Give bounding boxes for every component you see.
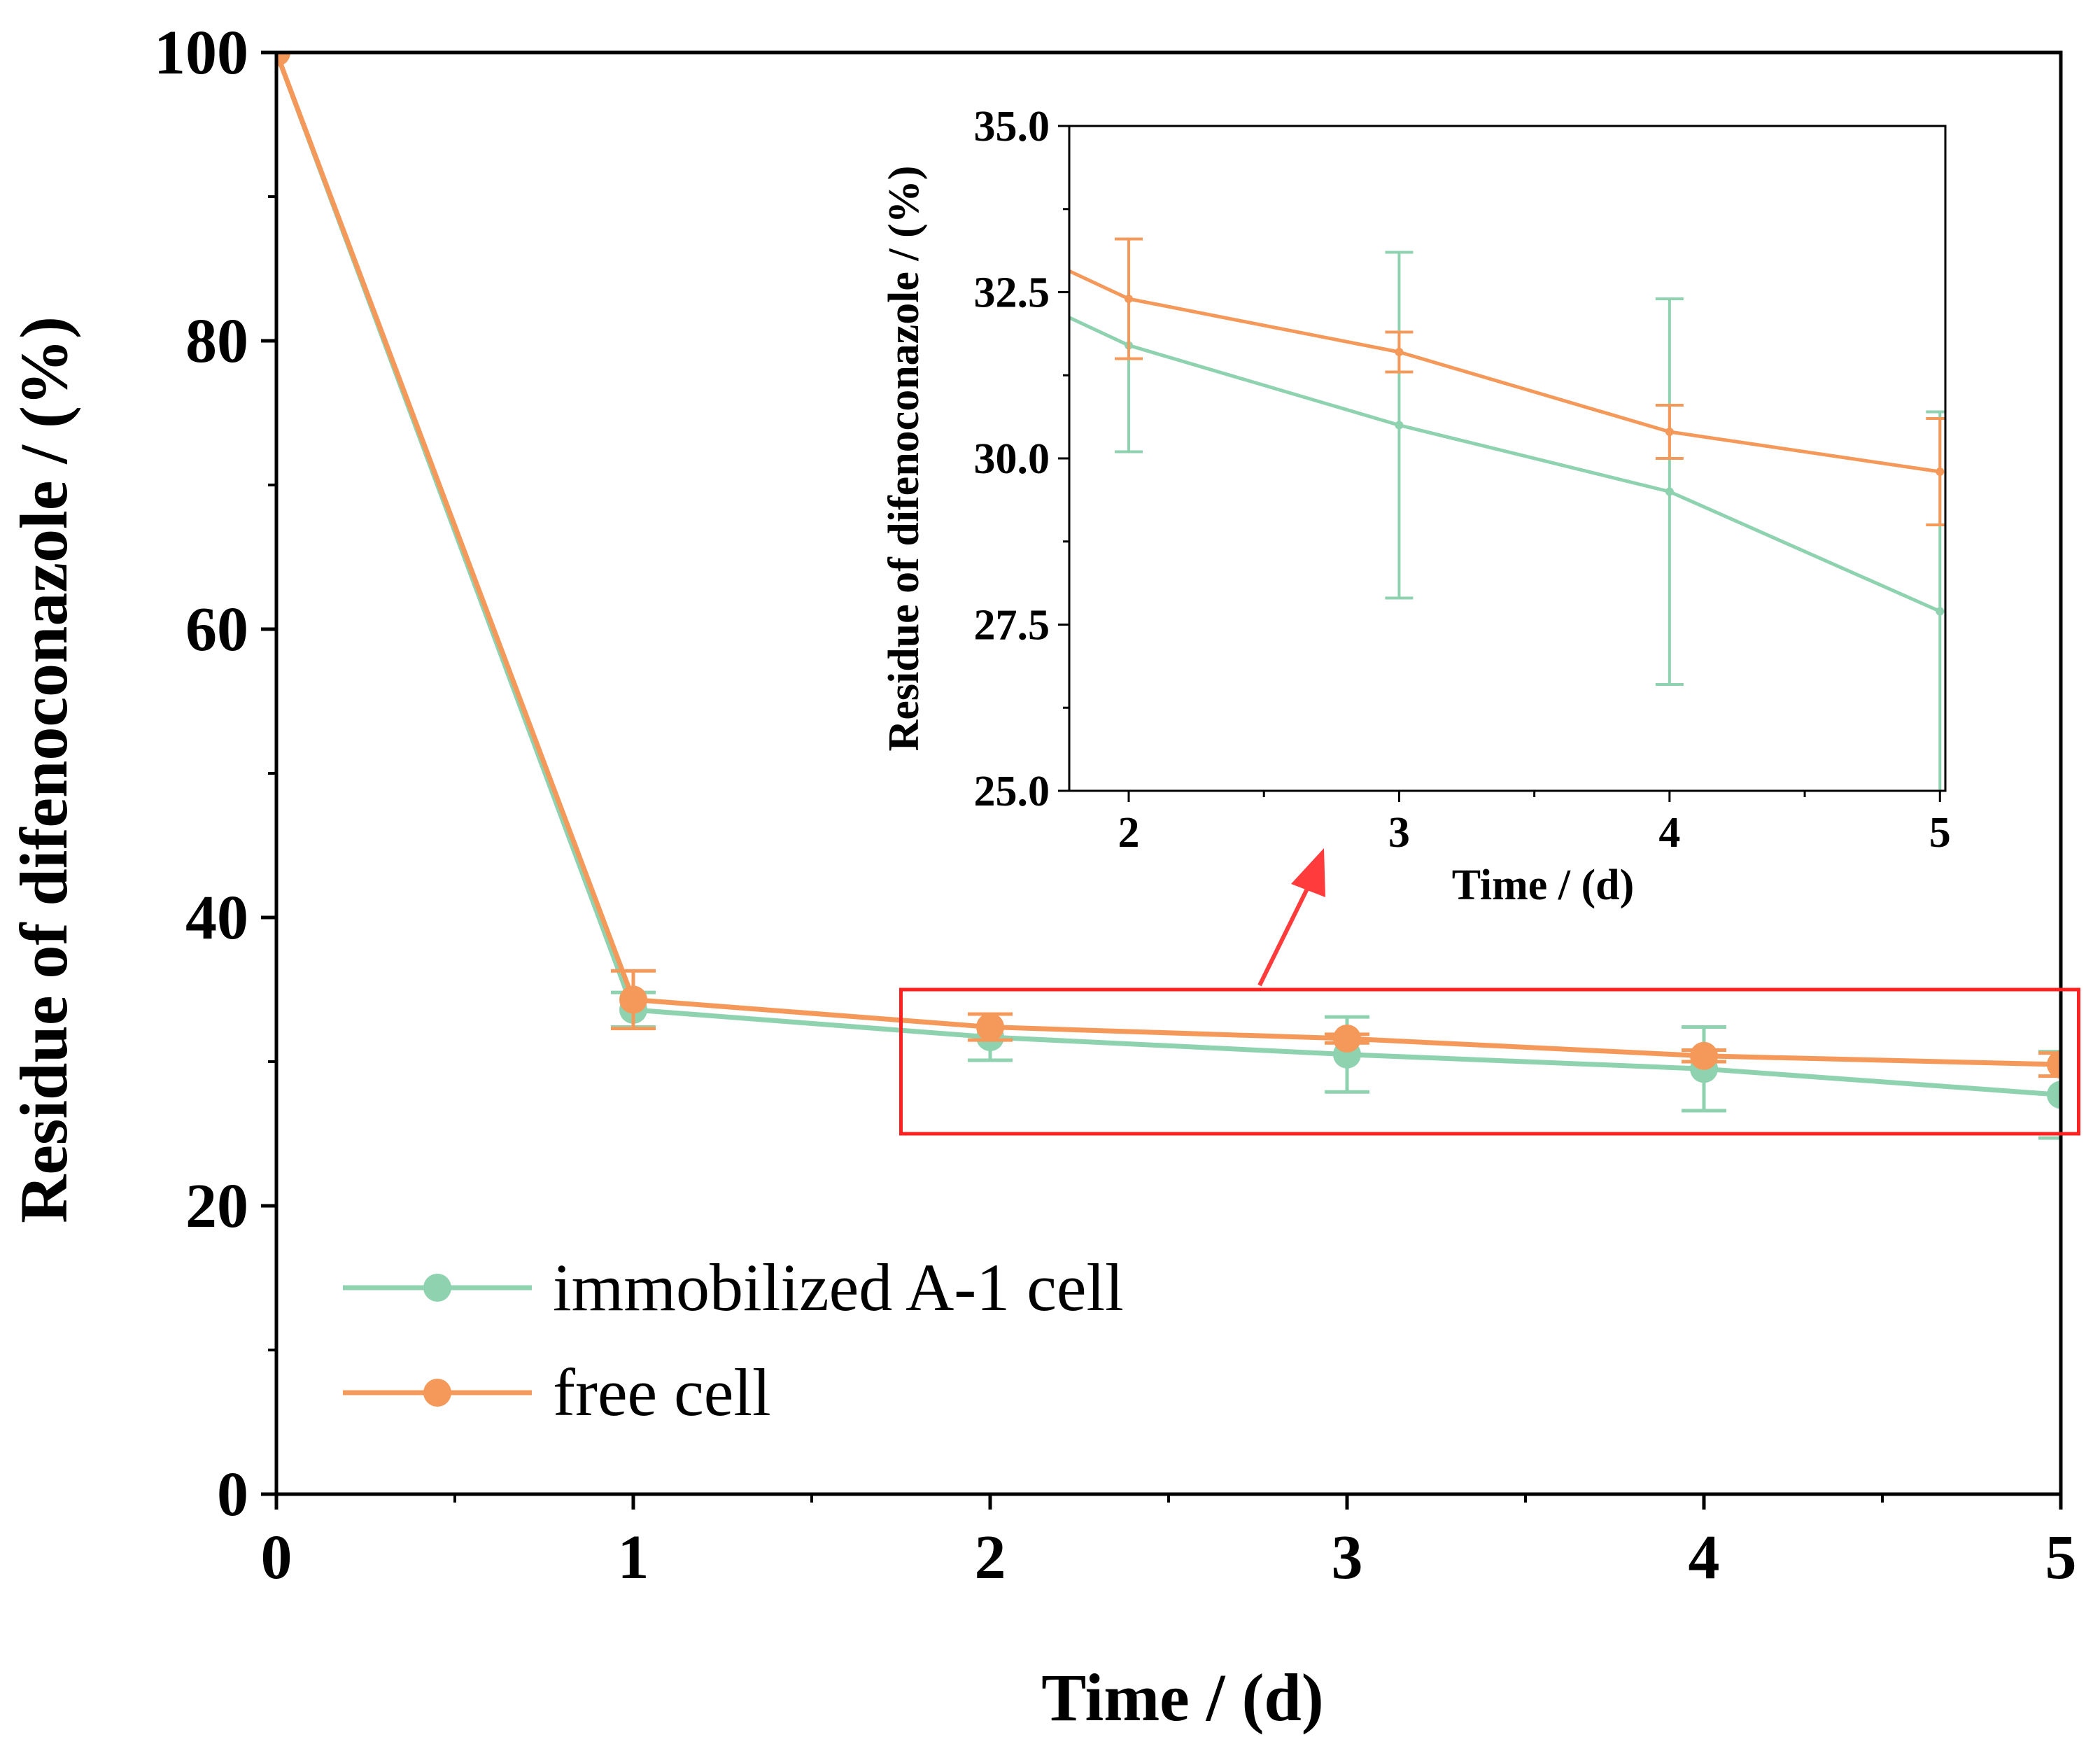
main-data-point — [2047, 1081, 2061, 1109]
main-data-point — [276, 52, 290, 66]
inset-y-tick-label: 30.0 — [974, 435, 1050, 483]
inset-y-tick-label: 32.5 — [974, 269, 1050, 317]
main-x-tick-label: 5 — [2045, 1523, 2077, 1592]
inset-data-point — [1395, 348, 1404, 356]
zoom-arrow-icon — [1257, 848, 1325, 987]
main-x-tick-label: 3 — [1332, 1523, 1363, 1592]
inset-x-tick-label: 3 — [1388, 809, 1410, 857]
main-y-tick-label: 60 — [185, 595, 248, 664]
inset-y-tick-label: 35.0 — [974, 103, 1050, 150]
inset-background — [1069, 126, 1945, 791]
main-y-tick-label: 80 — [185, 307, 248, 376]
main-y-tick-label: 100 — [154, 18, 248, 87]
legend-swatch-marker — [423, 1379, 451, 1407]
main-x-axis-title: Time / (d) — [1041, 1660, 1324, 1735]
inset-axis-ticks: 2 3 4 5 25.0 27.5 30.0 32.5 35.0 — [974, 103, 1951, 857]
zoom-region-box — [899, 987, 2080, 1136]
inset-data-point — [1936, 467, 1945, 476]
legend-label: free cell — [553, 1355, 771, 1430]
inset-data-point — [1936, 607, 1945, 616]
main-data-point — [1690, 1041, 1718, 1070]
inset-data-point — [1395, 421, 1404, 430]
inset-plot-series — [1069, 237, 1945, 791]
inset-x-tick-label: 2 — [1118, 809, 1140, 857]
zoom-arrow-head — [1291, 848, 1325, 897]
inset-y-axis-title: Residue of difenoconazole / (%) — [880, 166, 928, 752]
main-x-tick-label: 4 — [1689, 1523, 1720, 1592]
main-x-tick-label: 1 — [618, 1523, 649, 1592]
legend: immobilized A-1 cell free cell — [343, 1250, 1124, 1430]
zoom-arrow-shaft — [1257, 882, 1312, 987]
main-y-tick-label: 20 — [185, 1172, 248, 1241]
main-y-axis-title: Residue of difenoconazole / (%) — [6, 316, 81, 1223]
inset-x-tick-label: 5 — [1929, 809, 1951, 857]
main-data-point — [619, 985, 647, 1014]
main-chart: 0 1 2 3 4 5 0 20 40 60 80 100 Time / (d) Residue of… — [6, 18, 2080, 1735]
inset-data-point — [1125, 295, 1134, 303]
inset-chart: 2 3 4 5 25.0 27.5 30.0 32.5 35.0 Time / (d) Resi… — [880, 103, 1951, 909]
main-y-tick-label: 40 — [185, 883, 248, 952]
main-data-point — [2047, 1050, 2061, 1079]
inset-data-point — [1665, 487, 1674, 496]
legend-swatch-marker — [423, 1274, 451, 1302]
inset-x-tick-label: 4 — [1658, 809, 1680, 857]
inset-y-tick-label: 25.0 — [974, 768, 1050, 815]
main-x-tick-label: 0 — [261, 1523, 293, 1592]
legend-label: immobilized A-1 cell — [553, 1250, 1124, 1325]
main-y-tick-label: 0 — [217, 1460, 248, 1529]
main-series-line — [276, 52, 2061, 1067]
main-series-line — [276, 52, 2061, 1097]
main-data-point — [976, 1013, 1004, 1041]
inset-x-axis-title: Time / (d) — [1452, 862, 1635, 909]
inset-data-point — [1665, 428, 1674, 436]
main-plot-series — [276, 52, 2061, 1140]
main-axis-ticks: 0 1 2 3 4 5 0 20 40 60 80 100 — [154, 18, 2077, 1592]
main-data-point — [1333, 1025, 1361, 1053]
inset-y-tick-label: 27.5 — [974, 602, 1050, 649]
main-x-tick-label: 2 — [975, 1523, 1006, 1592]
